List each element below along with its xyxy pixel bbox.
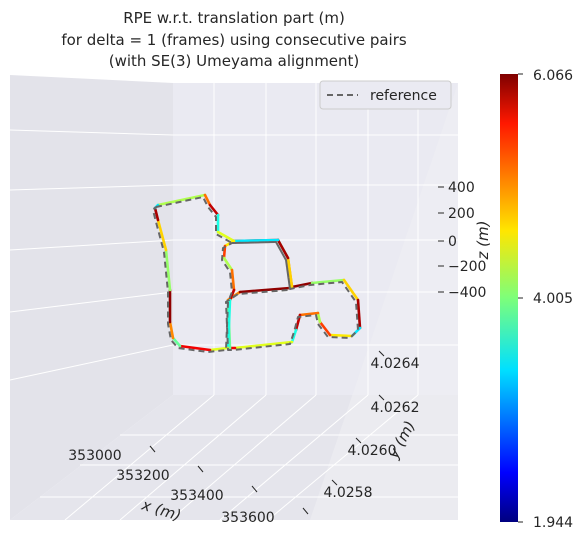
colorbar-label-min: 1.944 — [533, 515, 573, 531]
grid-line — [9, 184, 174, 191]
trajectory-segment — [156, 193, 207, 207]
title-line-3: (with SE(3) Umeyama alignment) — [109, 52, 360, 70]
x-tick-mark — [149, 445, 156, 453]
trajectory-segment — [356, 298, 362, 330]
legend: reference — [319, 80, 452, 110]
legend-box — [319, 80, 452, 110]
right-pane — [310, 83, 458, 520]
grid-line — [9, 291, 174, 313]
trajectory-segment — [298, 311, 320, 317]
trajectory-segment — [342, 278, 360, 302]
legend-reference-label: reference — [370, 88, 437, 104]
trajectory-segment — [171, 336, 182, 348]
trajectory-segment — [286, 256, 294, 289]
trajectory-segment — [238, 286, 292, 294]
y-tick-mark — [378, 350, 385, 357]
x-tick-label: 353200 — [116, 468, 169, 484]
x-tick-label: 353400 — [170, 488, 223, 504]
trajectory-segment — [168, 320, 175, 340]
colorbar-label-max: 6.066 — [533, 68, 573, 84]
trajectory-segment — [276, 238, 290, 260]
trajectory-segment — [316, 311, 322, 324]
trajectory-segment — [328, 333, 354, 338]
z-tick-label: −400 — [448, 285, 486, 301]
grid-line — [219, 394, 369, 521]
chart-title: RPE w.r.t. translation part (m) for delt… — [61, 9, 407, 70]
trajectory-layer — [152, 193, 362, 353]
z-tick-label: −200 — [448, 259, 486, 275]
trajectory-segment — [230, 268, 236, 292]
z-tick-label: 200 — [448, 206, 475, 222]
trajectory-segment — [290, 328, 298, 344]
z-tick-label: 400 — [448, 180, 475, 196]
z-axis-label: z (m) — [474, 221, 492, 261]
x-tick-mark — [251, 485, 258, 493]
grid-line — [9, 344, 174, 381]
trajectory-segment — [290, 281, 314, 289]
trajectory-segment — [232, 238, 280, 243]
trajectory-segment — [156, 218, 168, 252]
y-tick-label: 4.0260 — [348, 443, 397, 459]
grid-line — [169, 394, 317, 521]
trajectory-segment — [164, 248, 172, 292]
x-tick-mark — [197, 465, 204, 473]
grid-lines — [9, 83, 458, 521]
trajectory-segment — [153, 206, 160, 222]
x-tick-label: 353600 — [221, 510, 274, 526]
y-tick-mark — [331, 479, 338, 486]
y-tick-label: 4.0258 — [324, 485, 373, 501]
reference-trajectory — [152, 196, 359, 353]
x-tick-mark — [302, 507, 309, 515]
trajectory-segment — [228, 288, 236, 302]
trajectory-segment — [318, 320, 332, 337]
colorbar-label-mid: 4.005 — [533, 291, 573, 307]
trajectory-segment — [222, 256, 234, 272]
grid-line — [9, 239, 174, 251]
grid-line — [119, 394, 267, 521]
trajectory-segment — [208, 203, 220, 217]
trajectory-segment — [203, 193, 212, 207]
y-tick-label: 4.0262 — [371, 400, 420, 416]
colorbar-gradient — [500, 74, 518, 522]
estimated-trajectory-segments — [153, 193, 362, 352]
z-axis-ticks: 400 200 0 −200 −400 — [438, 180, 486, 301]
trajectory-segment — [216, 230, 236, 243]
colorbar: 6.066 4.005 1.944 — [500, 68, 573, 531]
trajectory-segment — [310, 278, 346, 285]
trajectory-segment — [178, 344, 212, 352]
grid-line — [64, 394, 215, 521]
trajectory-segment — [208, 346, 230, 352]
grid-line — [267, 394, 419, 521]
title-line-1: RPE w.r.t. translation part (m) — [123, 9, 345, 27]
y-tick-mark — [378, 394, 385, 401]
y-axis-ticks: 4.0264 4.0262 4.0260 4.0258 — [324, 350, 420, 501]
z-tick-label: 0 — [448, 234, 457, 250]
grid-line — [9, 129, 174, 136]
y-tick-mark — [355, 437, 362, 444]
y-tick-label: 4.0264 — [371, 356, 420, 372]
title-line-2: for delta = 1 (frames) using consecutive… — [61, 31, 407, 49]
x-tick-label: 353000 — [68, 448, 121, 464]
trajectory-segment — [233, 340, 294, 350]
